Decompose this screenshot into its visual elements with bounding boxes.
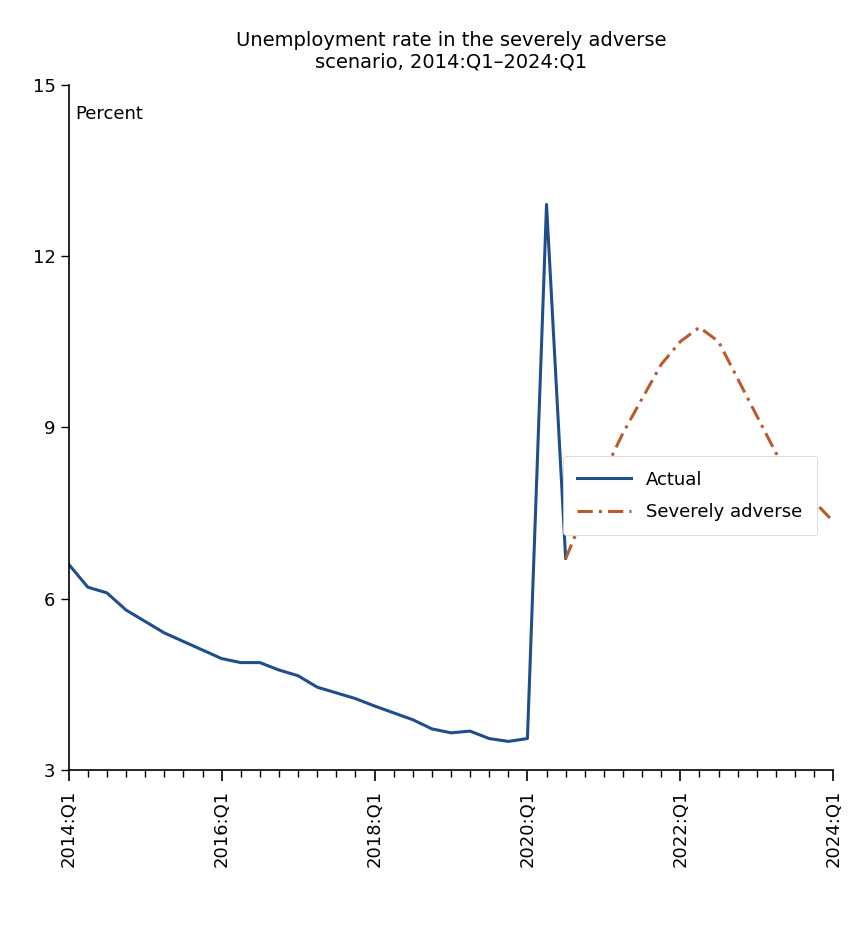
Severely adverse bbox=[656, 359, 667, 370]
Actual bbox=[484, 733, 495, 745]
Severely adverse bbox=[637, 393, 648, 405]
Actual bbox=[140, 616, 150, 627]
Actual bbox=[388, 707, 399, 718]
Actual bbox=[465, 726, 475, 737]
Severely adverse bbox=[714, 336, 724, 347]
Severely adverse bbox=[675, 336, 685, 347]
Actual bbox=[293, 670, 303, 682]
Actual bbox=[427, 723, 437, 734]
Severely adverse bbox=[790, 473, 801, 485]
Text: Percent: Percent bbox=[75, 104, 143, 122]
Severely adverse bbox=[599, 468, 609, 479]
Actual bbox=[198, 644, 208, 655]
Actual bbox=[179, 636, 189, 647]
Actual bbox=[159, 627, 169, 639]
Actual bbox=[503, 736, 514, 747]
Actual bbox=[274, 665, 284, 676]
Actual bbox=[102, 587, 113, 598]
Severely adverse bbox=[618, 427, 628, 439]
Severely adverse bbox=[694, 322, 704, 333]
Actual bbox=[121, 605, 131, 616]
Actual bbox=[216, 653, 227, 664]
Actual bbox=[64, 559, 74, 570]
Severely adverse bbox=[809, 496, 819, 507]
Actual bbox=[350, 693, 361, 704]
Actual bbox=[446, 727, 456, 738]
Severely adverse bbox=[580, 507, 590, 518]
Actual bbox=[332, 687, 342, 699]
Severely adverse bbox=[771, 447, 781, 458]
Severely adverse bbox=[828, 516, 838, 527]
Actual bbox=[561, 553, 571, 564]
Actual bbox=[541, 199, 551, 210]
Actual bbox=[369, 700, 380, 712]
Title: Unemployment rate in the severely adverse
scenario, 2014:Q1–2024:Q1: Unemployment rate in the severely advers… bbox=[235, 31, 667, 72]
Line: Severely adverse: Severely adverse bbox=[566, 328, 833, 559]
Legend: Actual, Severely adverse: Actual, Severely adverse bbox=[563, 456, 817, 535]
Actual bbox=[312, 682, 322, 693]
Severely adverse bbox=[733, 373, 743, 384]
Severely adverse bbox=[752, 410, 762, 422]
Actual bbox=[522, 733, 533, 745]
Actual bbox=[255, 657, 265, 669]
Actual bbox=[235, 657, 246, 669]
Actual bbox=[408, 714, 418, 725]
Line: Actual: Actual bbox=[69, 205, 566, 742]
Actual bbox=[82, 581, 93, 593]
Severely adverse bbox=[561, 553, 571, 564]
